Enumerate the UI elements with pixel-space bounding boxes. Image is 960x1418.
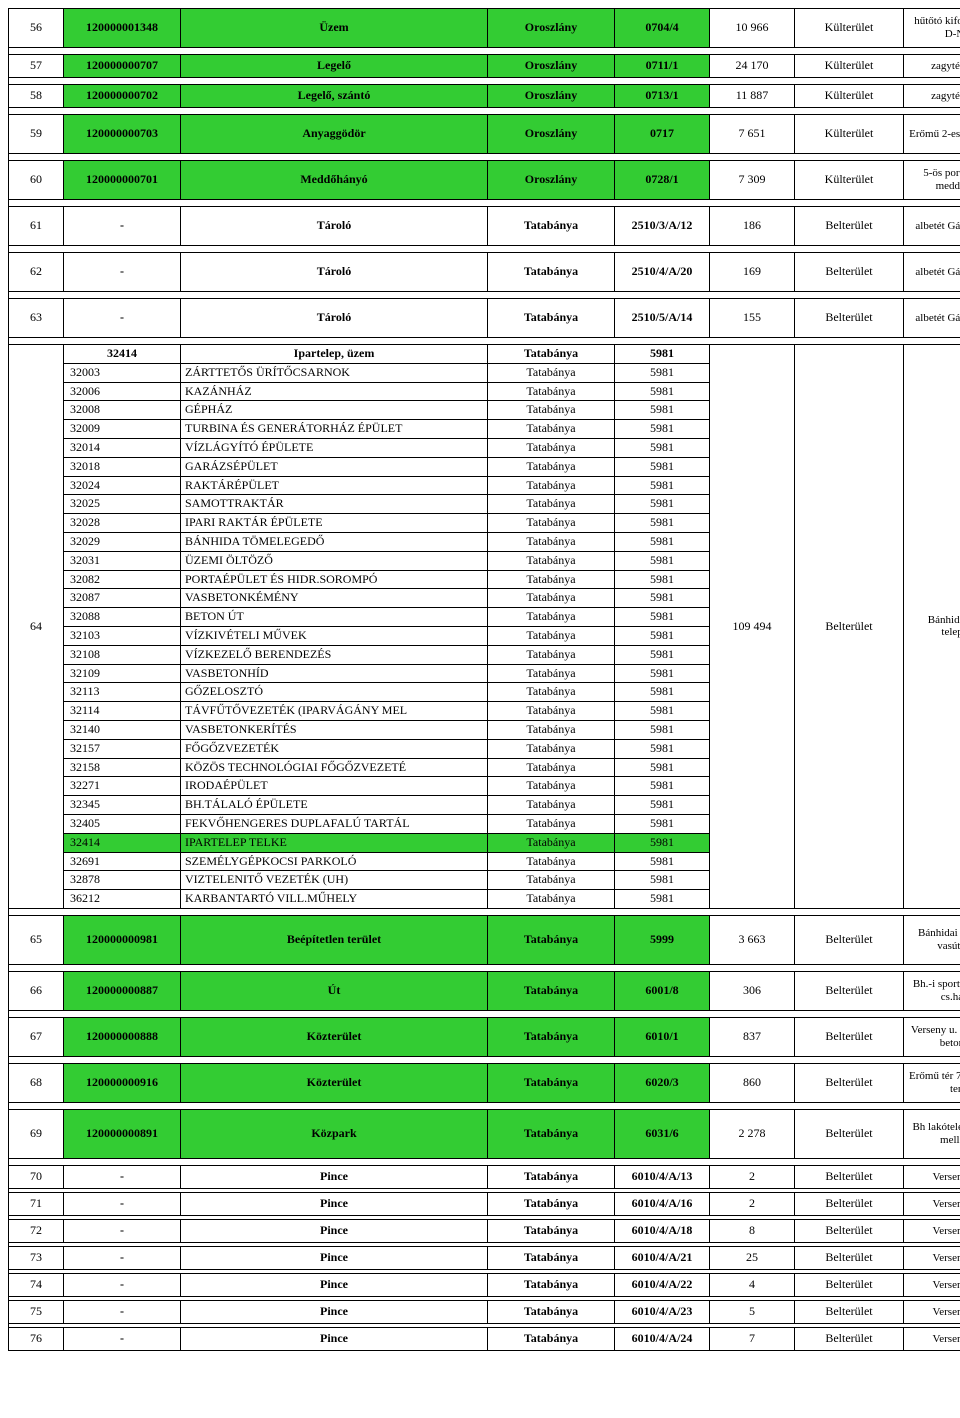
table-row: 60120000000701MeddőhányóOroszlány0728/17…: [9, 161, 960, 200]
gap-row: [9, 964, 960, 971]
gap-row: [9, 292, 960, 299]
table-row: 57120000000707LegelőOroszlány0711/124 17…: [9, 55, 960, 78]
table-row: 75-PinceTatabánya6010/4/A/235BelterületV…: [9, 1300, 960, 1323]
table-row: 56120000001348ÜzemOroszlány0704/410 966K…: [9, 9, 960, 48]
gap-row: [9, 48, 960, 55]
gap-row: [9, 78, 960, 85]
table-row: 74-PinceTatabánya6010/4/A/224BelterületV…: [9, 1273, 960, 1296]
property-table: 56120000001348ÜzemOroszlány0704/410 966K…: [8, 8, 960, 1351]
gap-row: [9, 154, 960, 161]
table-row: 61-TárolóTatabánya2510/3/A/12186Belterül…: [9, 207, 960, 246]
gap-row: [9, 200, 960, 207]
table-row: 69120000000891KözparkTatabánya6031/62 27…: [9, 1109, 960, 1158]
gap-row: [9, 1158, 960, 1165]
table-row: 76-PinceTatabánya6010/4/A/247BelterületV…: [9, 1327, 960, 1350]
gap-row: [9, 908, 960, 915]
table-row: 70-PinceTatabánya6010/4/A/132BelterületV…: [9, 1165, 960, 1188]
table-row: 59120000000703AnyaggödörOroszlány07177 6…: [9, 115, 960, 154]
table-row: 67120000000888KözterületTatabánya6010/18…: [9, 1017, 960, 1056]
gap-row: [9, 1010, 960, 1017]
table-row: 72-PinceTatabánya6010/4/A/188BelterületV…: [9, 1219, 960, 1242]
gap-row: [9, 246, 960, 253]
table-row: 58120000000702Legelő, szántóOroszlány071…: [9, 85, 960, 108]
table-row: 63-TárolóTatabánya2510/5/A/14155Belterül…: [9, 299, 960, 338]
table-row: 68120000000916KözterületTatabánya6020/38…: [9, 1063, 960, 1102]
table-row: 65120000000981Beépítetlen területTatabán…: [9, 915, 960, 964]
gap-row: [9, 1102, 960, 1109]
table-row: 62-TárolóTatabánya2510/4/A/20169Belterül…: [9, 253, 960, 292]
gap-row: [9, 338, 960, 345]
table-row: 66120000000887ÚtTatabánya6001/8306Belter…: [9, 971, 960, 1010]
table-row: 73-PinceTatabánya6010/4/A/2125Belterület…: [9, 1246, 960, 1269]
table-row: 6432414Ipartelep, üzemTatabánya5981109 4…: [9, 345, 960, 364]
gap-row: [9, 108, 960, 115]
table-row: 71-PinceTatabánya6010/4/A/162BelterületV…: [9, 1192, 960, 1215]
gap-row: [9, 1056, 960, 1063]
